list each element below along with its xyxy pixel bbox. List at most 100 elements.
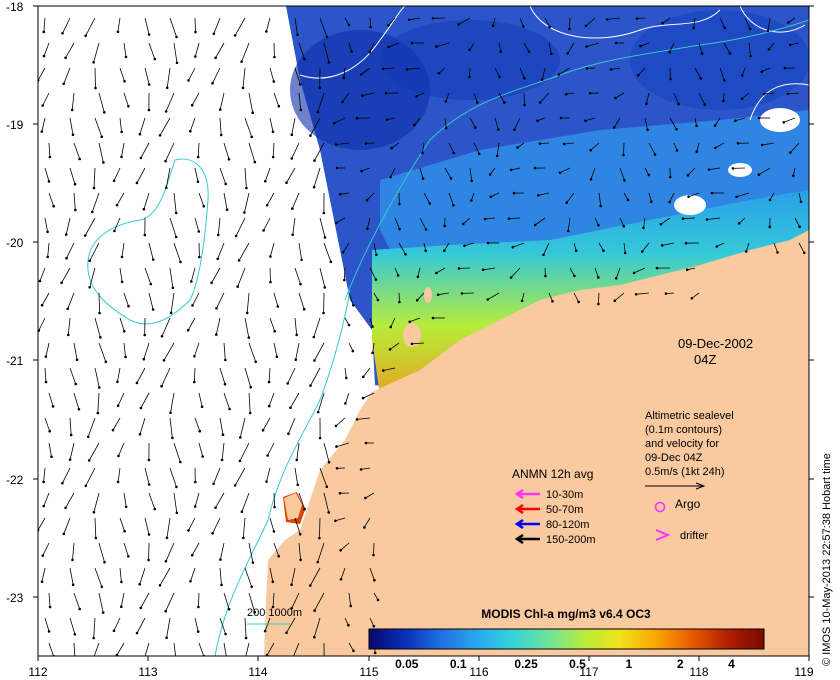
velocity-vector-head <box>404 253 407 256</box>
velocity-vector <box>270 242 275 257</box>
velocity-vector <box>136 617 146 634</box>
velocity-vector-head <box>212 482 215 486</box>
velocity-vector <box>294 317 298 335</box>
velocity-vector-head <box>147 33 151 36</box>
velocity-vector-head <box>431 316 435 320</box>
colorbar-tick-label: 0.05 <box>395 657 419 671</box>
velocity-vector <box>239 417 246 438</box>
velocity-vector-head <box>202 204 206 208</box>
velocity-vector <box>194 42 200 57</box>
velocity-vector-head <box>158 134 162 137</box>
velocity-vector <box>91 192 100 213</box>
velocity-vector <box>63 67 71 84</box>
velocity-vector-head <box>51 405 55 408</box>
velocity-vector <box>223 342 226 360</box>
velocity-vector <box>416 92 425 97</box>
velocity-vector <box>65 217 71 235</box>
velocity-vector-head <box>387 24 390 27</box>
velocity-vector-head <box>635 17 639 20</box>
velocity-vector <box>139 117 146 135</box>
velocity-vector-head <box>342 76 346 80</box>
anmn-item-10-30: 10-30m <box>514 488 583 501</box>
velocity-vector-head <box>523 103 526 107</box>
velocity-vector <box>144 467 150 485</box>
velocity-vector-head <box>138 132 142 136</box>
velocity-vector-head <box>38 279 42 283</box>
velocity-vector-head <box>165 186 168 189</box>
velocity-vector <box>140 142 150 159</box>
island <box>424 287 432 303</box>
velocity-vector <box>85 17 96 36</box>
velocity-vector-head <box>247 336 251 339</box>
velocity-vector-head <box>325 35 329 39</box>
velocity-vector-head <box>299 282 302 286</box>
velocity-vector-head <box>197 230 201 233</box>
anmn-label: 80-120m <box>546 519 589 531</box>
velocity-vector <box>119 267 123 282</box>
velocity-vector <box>293 642 300 656</box>
velocity-vector-head <box>175 35 178 39</box>
velocity-vector <box>169 17 177 38</box>
velocity-vector-head <box>251 111 254 114</box>
velocity-vector <box>344 17 350 26</box>
velocity-vector <box>291 592 300 609</box>
velocity-vector-head <box>562 142 566 146</box>
velocity-vector <box>317 92 325 113</box>
velocity-vector <box>188 517 196 531</box>
velocity-vector <box>198 592 200 608</box>
velocity-vector-head <box>614 277 618 280</box>
velocity-vector <box>73 642 76 656</box>
velocity-vector <box>291 117 296 135</box>
velocity-vector <box>539 92 550 103</box>
anmn-label: 50-70m <box>546 504 583 516</box>
lon-label: 119 <box>794 665 813 679</box>
velocity-vector-head <box>318 436 322 440</box>
velocity-vector <box>369 567 375 581</box>
velocity-vector-head <box>327 511 331 514</box>
velocity-vector-head <box>165 636 168 639</box>
velocity-vector-head <box>196 180 200 183</box>
altimetry-line: and velocity for <box>645 438 719 450</box>
lat-label: -21 <box>6 354 24 368</box>
velocity-vector-head <box>135 631 139 635</box>
velocity-vector <box>787 92 800 95</box>
velocity-vector-head <box>223 382 227 386</box>
drifter-symbol <box>655 529 671 541</box>
velocity-vector-head <box>323 662 326 665</box>
velocity-vector-head <box>248 411 252 415</box>
velocity-vector-head <box>104 360 108 364</box>
velocity-vector <box>244 367 252 388</box>
velocity-vector-head <box>690 297 694 300</box>
velocity-vector <box>419 217 427 230</box>
velocity-vector <box>169 467 177 488</box>
velocity-vector-head <box>421 151 424 155</box>
velocity-vector <box>246 292 250 313</box>
velocity-vector <box>98 292 100 314</box>
velocity-vector-head <box>75 358 79 362</box>
anmn-item-150-200: 150-200m <box>514 533 596 546</box>
velocity-vector <box>62 17 71 34</box>
velocity-vector-head <box>345 376 348 380</box>
velocity-vector-head <box>623 251 627 255</box>
velocity-vector-head <box>564 92 568 96</box>
velocity-vector-head <box>723 79 726 82</box>
velocity-vector-head <box>41 104 44 107</box>
velocity-vector <box>314 592 325 611</box>
velocity-vector <box>119 517 125 532</box>
velocity-vector-head <box>71 558 74 562</box>
velocity-vector-head <box>542 253 545 257</box>
velocity-vector <box>94 367 100 388</box>
velocity-vector <box>123 92 129 107</box>
velocity-vector-head <box>632 271 636 275</box>
velocity-vector <box>682 217 696 220</box>
velocity-vector <box>539 142 550 144</box>
velocity-vector <box>373 592 379 601</box>
velocity-vector-head <box>705 218 709 221</box>
velocity-vector-head <box>261 428 265 432</box>
velocity-vector <box>170 292 175 313</box>
velocity-vector <box>344 367 347 378</box>
lon-label: 116 <box>469 665 488 679</box>
velocity-vector-head <box>113 229 116 233</box>
velocity-vector-head <box>636 74 640 77</box>
velocity-vector <box>173 242 181 263</box>
